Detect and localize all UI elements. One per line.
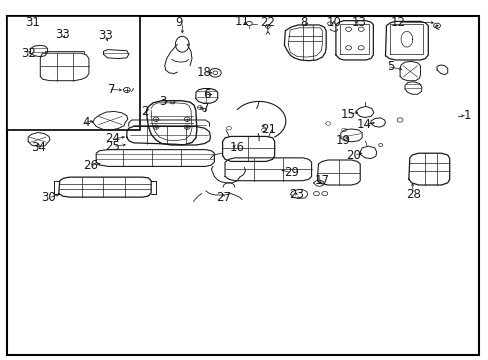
Text: 17: 17 (314, 174, 329, 186)
Text: 18: 18 (196, 66, 211, 79)
Text: 22: 22 (260, 16, 274, 29)
Text: 2: 2 (141, 105, 149, 118)
Text: 19: 19 (335, 134, 350, 147)
Text: 3: 3 (159, 95, 166, 108)
Text: 10: 10 (326, 15, 341, 28)
Text: 34: 34 (31, 141, 46, 154)
Text: 16: 16 (229, 141, 244, 154)
Text: 9: 9 (175, 15, 183, 28)
Text: 33: 33 (99, 29, 113, 42)
Text: 23: 23 (288, 188, 304, 201)
Text: 5: 5 (386, 60, 393, 73)
Text: 4: 4 (82, 116, 90, 129)
Text: 24: 24 (105, 132, 120, 145)
Text: 31: 31 (25, 15, 40, 28)
Text: 6: 6 (203, 89, 210, 102)
Text: 11: 11 (234, 14, 249, 27)
Text: 15: 15 (340, 108, 355, 121)
Text: 32: 32 (21, 47, 36, 60)
Text: 30: 30 (41, 192, 56, 204)
Text: 25: 25 (105, 140, 120, 153)
Text: 20: 20 (346, 149, 361, 162)
Text: 7: 7 (108, 83, 116, 96)
Text: 27: 27 (216, 192, 231, 204)
Text: 29: 29 (284, 166, 299, 179)
Bar (7, 16, 140, 130)
Text: 13: 13 (351, 15, 366, 28)
Text: 14: 14 (356, 118, 371, 131)
Text: 26: 26 (82, 159, 98, 172)
Circle shape (435, 24, 438, 27)
Text: 12: 12 (389, 15, 405, 28)
Text: 8: 8 (299, 15, 306, 28)
Text: 1: 1 (463, 109, 470, 122)
Text: 7: 7 (202, 102, 209, 115)
Text: 33: 33 (55, 28, 69, 41)
Text: 21: 21 (261, 123, 276, 136)
Text: 28: 28 (405, 188, 420, 201)
